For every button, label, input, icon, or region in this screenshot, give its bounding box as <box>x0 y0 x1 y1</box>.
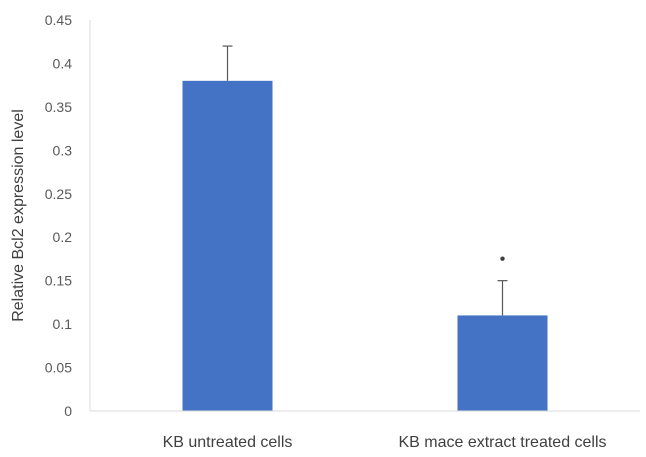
significance-marker <box>500 256 505 261</box>
x-category-label: KB untreated cells <box>163 434 293 451</box>
x-axis-categories: KB untreated cells KB mace extract treate… <box>163 434 607 451</box>
y-axis-ticks: 0 0.05 0.1 0.15 0.2 0.25 0.3 0.35 0.4 0.45 <box>45 12 72 419</box>
bar <box>182 80 273 412</box>
bar <box>457 315 548 411</box>
y-tick-label: 0.15 <box>45 273 72 289</box>
y-tick-label: 0.45 <box>45 12 72 28</box>
y-tick-label: 0 <box>64 403 72 419</box>
error-bar <box>222 45 233 81</box>
y-tick-label: 0.4 <box>53 55 73 71</box>
significance-marks <box>500 256 505 261</box>
error-bar <box>497 280 508 316</box>
y-tick-label: 0.2 <box>53 229 73 245</box>
bars <box>182 80 548 412</box>
y-tick-label: 0.05 <box>45 360 72 376</box>
y-tick-label: 0.1 <box>53 316 73 332</box>
error-bars <box>222 45 508 316</box>
y-tick-label: 0.3 <box>53 142 73 158</box>
y-tick-label: 0.25 <box>45 186 72 202</box>
y-axis-title: Relative Bcl2 expression level <box>10 109 27 322</box>
x-category-label: KB mace extract treated cells <box>398 434 606 451</box>
y-tick-label: 0.35 <box>45 99 72 115</box>
